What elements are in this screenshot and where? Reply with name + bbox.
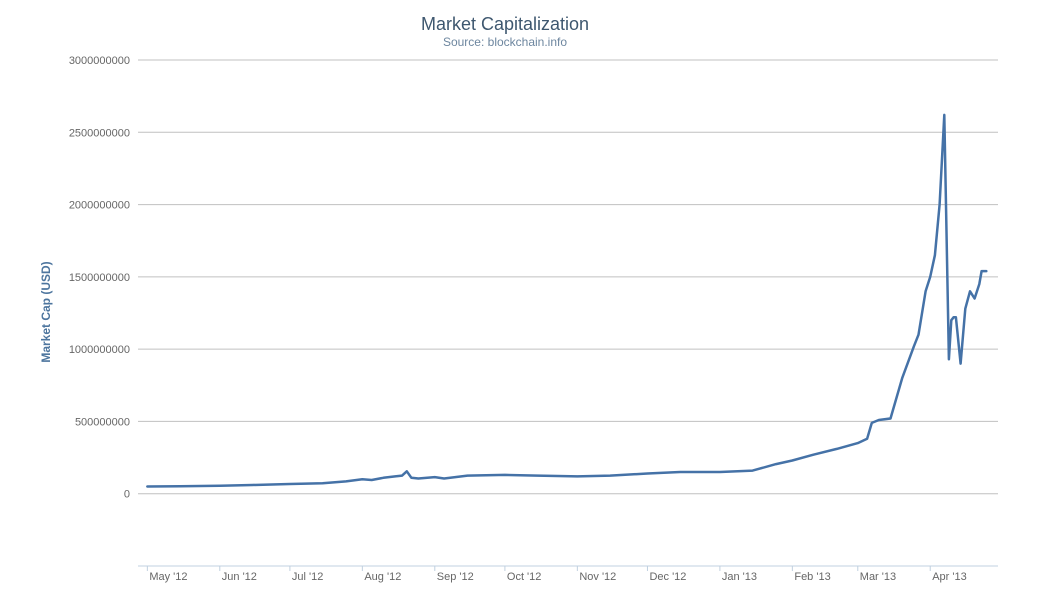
y-tick-label: 2000000000 — [69, 200, 130, 212]
x-tick-label: Jun '12 — [222, 571, 257, 583]
y-tick-label: 500000000 — [75, 416, 130, 428]
series-layer — [146, 113, 988, 488]
x-tick-label: Apr '13 — [932, 571, 967, 583]
y-tick-label: 1500000000 — [69, 272, 130, 284]
y-tick-label: 3000000000 — [69, 55, 130, 67]
chart-subtitle: Source: blockchain.info — [443, 35, 567, 49]
y-axis-ticks: 0 500000000 1000000000 1500000000 2000000000… — [69, 55, 130, 501]
y-tick-label: 2500000000 — [69, 127, 130, 139]
x-tick-label: Oct '12 — [507, 571, 542, 583]
x-tick-label: Dec '12 — [649, 571, 686, 583]
x-axis: May '12 Jun '12 Jul '12 Aug '12 Sep '12 Oct '… — [138, 565, 998, 583]
y-axis-label: Market Cap (USD) — [39, 261, 53, 362]
grid-lines — [138, 59, 998, 495]
y-tick-label: 1000000000 — [69, 344, 130, 356]
x-tick-label: Aug '12 — [364, 571, 401, 583]
x-tick-label: Jan '13 — [722, 571, 757, 583]
series-line — [146, 113, 988, 488]
chart-title: Market Capitalization — [421, 14, 589, 34]
x-tick-label: Jul '12 — [292, 571, 323, 583]
y-tick-label: 0 — [124, 489, 130, 501]
x-tick-label: Sep '12 — [437, 571, 474, 583]
x-tick-label: Feb '13 — [794, 571, 830, 583]
x-tick-label: Nov '12 — [579, 571, 616, 583]
x-tick-label: Mar '13 — [860, 571, 896, 583]
x-tick-label: May '12 — [149, 571, 187, 583]
